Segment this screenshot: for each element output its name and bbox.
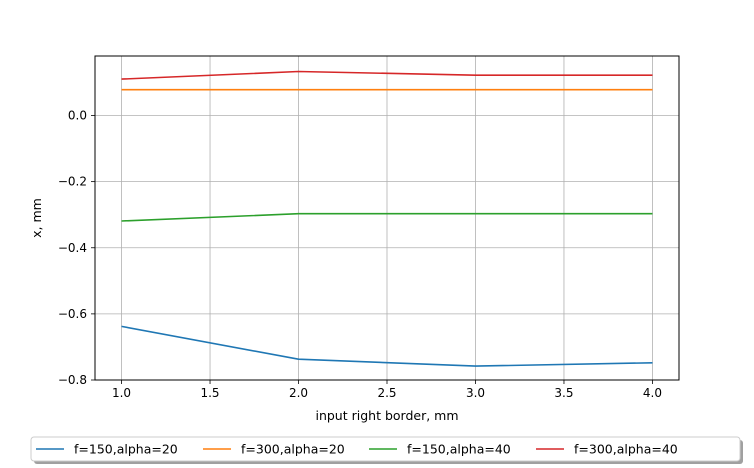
y-tick-label: −0.4 [58,241,87,255]
y-axis-label: x, mm [29,198,44,238]
series-line-3 [121,212,653,222]
y-tick-label: −0.8 [58,373,87,387]
x-axis-ticks: 1.0 1.5 2.0 2.5 3.0 3.5 4.0 [112,380,662,400]
x-tick-label: 1.0 [112,386,131,400]
legend-label-4: f=300,alpha=40 [574,442,678,457]
x-tick-label: 3.0 [466,386,485,400]
y-axis-ticks: −0.8 −0.6 −0.4 −0.2 0.0 [58,109,95,387]
series-lines [121,70,653,367]
legend: f=150,alpha=20 f=300,alpha=20 f=150,alpha=… [30,436,743,464]
x-tick-label: 4.0 [643,386,662,400]
legend-label-2: f=300,alpha=20 [241,442,345,457]
y-tick-label: −0.6 [58,307,87,321]
legend-items: f=150,alpha=20 f=300,alpha=20 f=150,alpha=… [36,442,678,457]
x-tick-label: 2.0 [289,386,308,400]
x-tick-label: 3.5 [554,386,573,400]
legend-label-3: f=150,alpha=40 [407,442,511,457]
series-line-1 [121,325,653,367]
x-tick-label: 1.5 [200,386,219,400]
series-line-4 [121,70,653,80]
grid [95,56,679,381]
y-tick-label: 0.0 [68,109,87,123]
x-axis-label: input right border, mm [315,408,458,423]
legend-label-1: f=150,alpha=20 [74,442,178,457]
plot-area-frame [94,55,680,381]
y-tick-label: −0.2 [58,175,87,189]
x-tick-label: 2.5 [377,386,396,400]
